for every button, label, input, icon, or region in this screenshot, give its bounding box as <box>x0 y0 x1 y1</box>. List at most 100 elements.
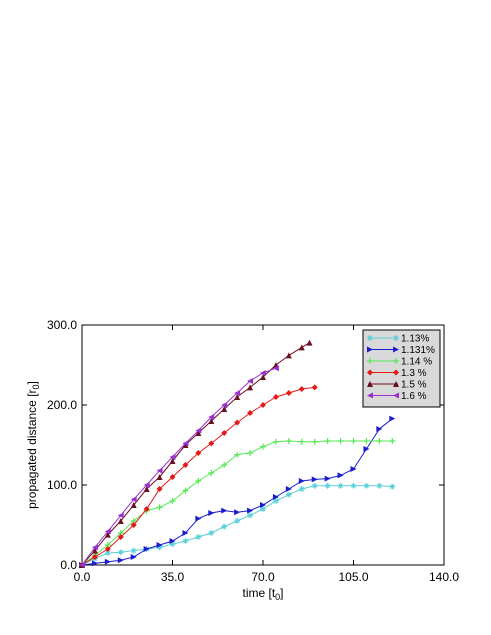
data-point <box>156 542 163 548</box>
data-point <box>376 438 383 444</box>
data-point <box>143 506 150 512</box>
data-point <box>363 446 370 452</box>
legend-item: 1.131% <box>367 345 435 356</box>
x-tick-label: 70.0 <box>251 570 275 584</box>
data-point <box>234 394 241 400</box>
data-point <box>350 466 357 472</box>
data-point <box>311 384 318 391</box>
data-point <box>104 528 111 535</box>
data-point <box>221 462 228 468</box>
data-point <box>221 430 228 436</box>
data-point <box>247 384 254 391</box>
data-point <box>306 339 313 346</box>
data-point <box>324 438 331 444</box>
legend-item: 1.5 % <box>367 380 427 391</box>
data-point <box>195 478 202 484</box>
data-point <box>298 486 305 492</box>
data-point <box>272 394 279 400</box>
data-point <box>104 550 111 556</box>
y-tick-label: 100.0 <box>47 478 77 492</box>
series-3 <box>79 438 396 568</box>
data-point <box>208 418 215 424</box>
data-point <box>221 402 228 408</box>
x-tick-label: 140.0 <box>429 570 459 584</box>
data-point <box>285 352 292 359</box>
data-point <box>311 438 318 445</box>
data-point <box>389 438 396 444</box>
legend-marker <box>393 335 399 341</box>
data-point <box>195 427 202 434</box>
data-point <box>272 498 279 504</box>
data-point <box>260 370 266 376</box>
data-point <box>221 406 228 412</box>
data-point <box>169 541 176 548</box>
data-point <box>376 482 383 489</box>
data-point <box>260 374 266 380</box>
data-point <box>143 546 150 552</box>
data-point <box>169 498 176 504</box>
x-tick-label: 35.0 <box>161 570 185 584</box>
data-point <box>130 502 137 508</box>
data-point <box>363 482 370 489</box>
legend-item: 1.6 % <box>367 391 427 402</box>
data-point <box>208 470 215 476</box>
legend-marker <box>393 369 399 376</box>
data-point <box>285 491 292 498</box>
data-point <box>260 502 266 508</box>
data-point <box>130 547 137 554</box>
data-point <box>324 482 331 489</box>
legend-marker <box>393 392 399 399</box>
y-tick-label: 200.0 <box>47 398 77 412</box>
data-point <box>311 482 318 489</box>
x-tick-label: 0.0 <box>74 570 91 584</box>
data-point <box>104 531 111 538</box>
series-layer <box>79 339 396 568</box>
data-point <box>182 440 189 447</box>
series-6 <box>79 365 279 568</box>
data-point <box>208 510 215 516</box>
data-point <box>247 512 254 519</box>
data-point <box>104 558 111 565</box>
data-point <box>234 419 241 426</box>
data-point <box>156 486 163 492</box>
data-point <box>363 438 370 444</box>
legend-label: 1.131% <box>401 345 435 356</box>
data-point <box>208 530 215 536</box>
data-point <box>117 512 124 519</box>
legend-item: 1.14 % <box>367 357 432 368</box>
legend-marker <box>367 381 373 387</box>
data-point <box>337 472 344 479</box>
data-point <box>156 544 163 551</box>
legend-label: 1.6 % <box>401 391 427 402</box>
data-point <box>169 538 176 544</box>
data-point <box>272 365 279 372</box>
legend-marker <box>367 358 373 364</box>
data-point <box>117 534 124 540</box>
data-point <box>260 402 266 408</box>
data-point <box>91 544 98 551</box>
data-point <box>234 509 241 516</box>
data-point <box>182 442 189 448</box>
series-5 <box>79 339 313 568</box>
data-point <box>376 426 383 432</box>
data-point <box>130 554 137 560</box>
x-tick-label: 105.0 <box>338 570 368 584</box>
legend-label: 1.14 % <box>401 357 432 368</box>
data-point <box>298 344 305 351</box>
series-4 <box>79 384 318 568</box>
data-point <box>272 494 279 500</box>
data-point <box>143 486 150 492</box>
data-point <box>234 451 241 458</box>
y-axis-title: propagated distance [r0] <box>25 381 41 509</box>
legend-marker <box>393 358 399 364</box>
legend-marker <box>367 335 373 341</box>
data-point <box>117 518 124 524</box>
data-point <box>169 458 176 464</box>
y-tick-label: 0.0 <box>60 558 77 572</box>
data-point <box>234 518 241 524</box>
data-point <box>104 546 111 552</box>
data-point <box>350 438 357 444</box>
data-point <box>389 483 396 490</box>
data-point <box>311 476 318 483</box>
data-point <box>117 549 124 556</box>
